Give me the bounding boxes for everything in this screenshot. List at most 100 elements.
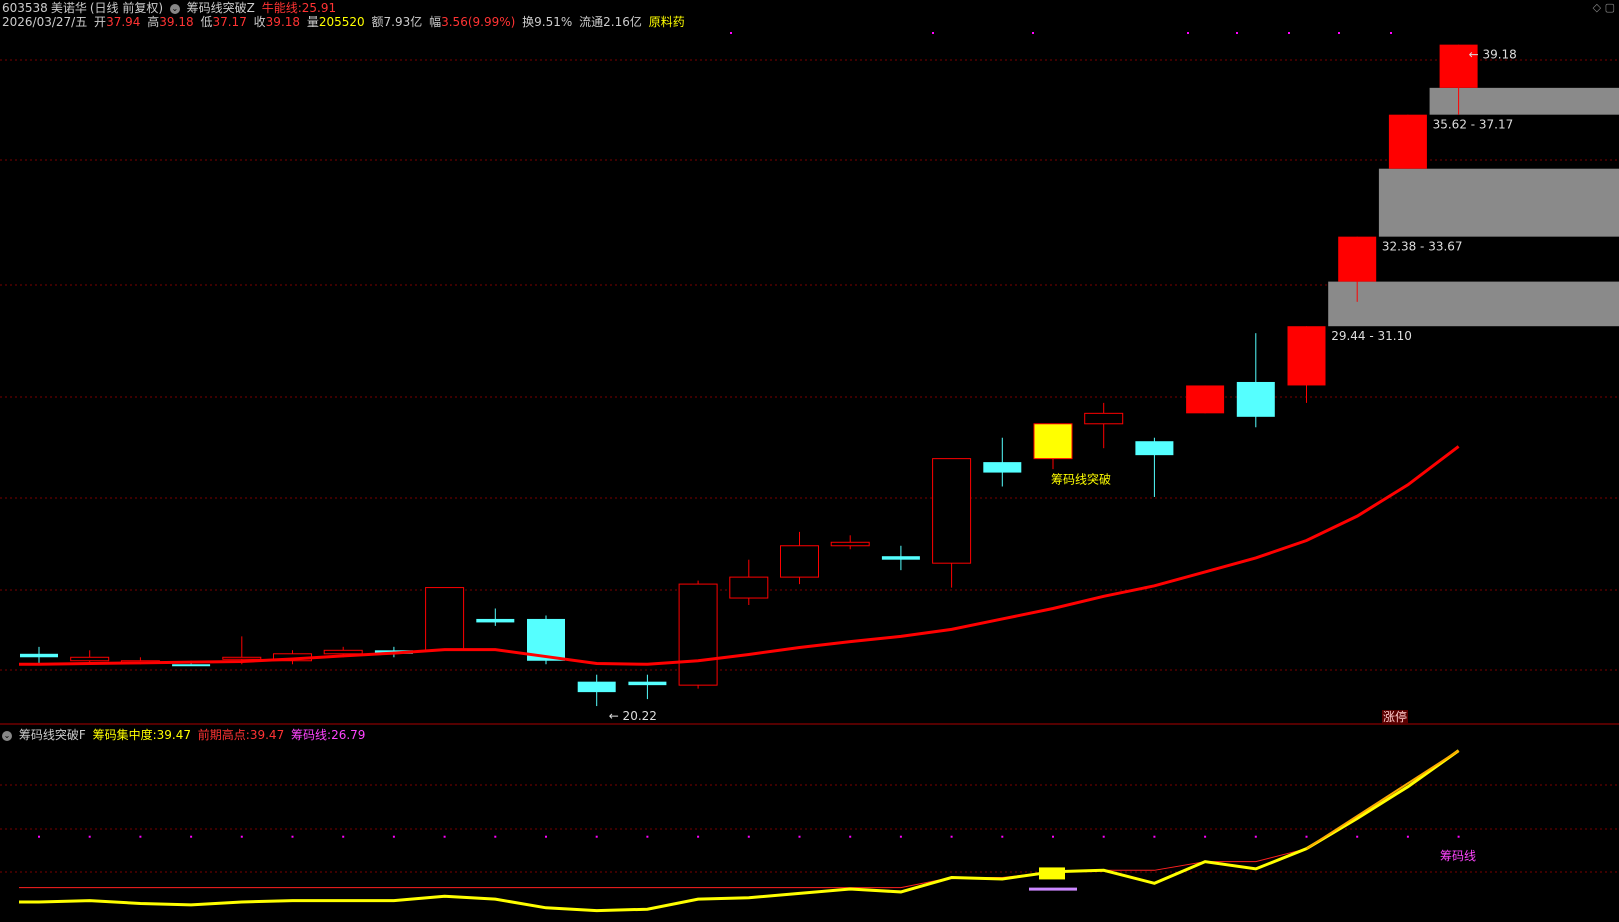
zone-label: 29.44 - 31.10 xyxy=(1331,329,1412,343)
period: (日线 前复权) xyxy=(89,1,164,15)
close-value: 39.18 xyxy=(265,15,301,29)
bull-label: 牛能线: xyxy=(261,1,302,15)
vol-value: 205520 xyxy=(318,15,365,29)
window-controls: ◇ ▢ xyxy=(1593,1,1615,14)
candle-body xyxy=(932,458,972,564)
candle-body xyxy=(476,618,515,623)
sub-dot xyxy=(88,835,91,838)
candle-body xyxy=(881,556,920,560)
signal-dot xyxy=(1338,32,1340,34)
sub-header: ⌄ 筹码线突破F 筹码集中度:39.47 前期高点:39.47 筹码线:26.7… xyxy=(2,728,368,742)
sub-dot xyxy=(190,835,193,838)
candle-body xyxy=(1439,44,1478,88)
sub-dot xyxy=(1153,835,1156,838)
candle-body xyxy=(1338,236,1377,282)
high-value: 39.18 xyxy=(159,15,194,29)
date: 2026/03/27/五 xyxy=(2,15,88,29)
sub-dot xyxy=(595,835,598,838)
candle-body xyxy=(628,681,667,686)
chevron-down-icon[interactable]: ⌄ xyxy=(169,3,180,14)
min-price-label: ← 20.22 xyxy=(609,709,657,723)
vol-label: 量 xyxy=(306,15,319,29)
grid-lines xyxy=(0,32,1619,873)
chevron-down-icon[interactable]: ⌄ xyxy=(2,730,12,741)
candle-body xyxy=(830,541,870,547)
sub-dot xyxy=(849,835,852,838)
sub-dot xyxy=(1102,835,1105,838)
chip-conc-highlight xyxy=(1305,749,1460,850)
sub-dot xyxy=(443,835,446,838)
signal-dot xyxy=(1288,32,1290,34)
chip-zones: 35.62 - 37.17 32.38 - 33.67 29.44 - 31.10 xyxy=(1328,87,1619,343)
ma-line xyxy=(19,445,1460,666)
sub-dot xyxy=(139,835,142,838)
indicator-name[interactable]: 筹码线突破Z xyxy=(186,1,255,15)
sub-dot xyxy=(1052,835,1054,838)
chip-conc-line xyxy=(19,749,1460,913)
quote-header: 2026/03/27/五 开37.94 高39.18 低37.17 收39.18… xyxy=(2,15,688,29)
sub-dot xyxy=(291,835,294,838)
sub-chart: 筹码线 xyxy=(19,749,1476,913)
candle-body xyxy=(729,576,769,599)
candle-body xyxy=(222,656,262,660)
sub-indicator-name[interactable]: 筹码线突破F xyxy=(18,728,86,742)
sub-dot xyxy=(1406,835,1409,838)
sub-dot xyxy=(1001,835,1004,838)
chg-label: 幅 xyxy=(429,15,442,29)
breakout-label: 筹码线突破 xyxy=(1051,472,1111,487)
sub-dot xyxy=(392,835,395,838)
candle-body xyxy=(577,681,616,693)
chip-zone xyxy=(1328,281,1619,327)
sub-dot xyxy=(1204,835,1207,838)
ma-polyline xyxy=(19,445,1460,666)
open-label: 开 xyxy=(94,15,107,29)
signal-dot xyxy=(1236,32,1238,34)
diamond-icon[interactable]: ◇ xyxy=(1592,1,1602,14)
limit-up-label: 涨停 xyxy=(1383,709,1407,724)
candle-body xyxy=(20,653,58,658)
zone-label: 35.62 - 37.17 xyxy=(1433,118,1514,132)
turn-label: 换 xyxy=(522,15,535,29)
low-value: 37.17 xyxy=(212,15,247,29)
high-label: 高 xyxy=(147,15,160,29)
float-value: 2.16亿 xyxy=(603,15,642,29)
sub-dot xyxy=(1457,835,1460,838)
chip-zone xyxy=(1429,87,1619,115)
sub-dot xyxy=(798,835,801,838)
candle-body xyxy=(1135,441,1174,456)
limit-up-badge xyxy=(1382,710,1408,724)
stock-name: 美诺华 xyxy=(50,1,87,15)
conc-value: 39.47 xyxy=(156,728,191,742)
sub-dot xyxy=(646,835,649,838)
candle-body xyxy=(1033,423,1073,460)
signal-dot xyxy=(1032,32,1034,34)
zone-label: 32.38 - 33.67 xyxy=(1382,240,1463,254)
sub-dot xyxy=(1356,835,1359,838)
sub-dot xyxy=(747,835,750,838)
candle-body xyxy=(425,587,465,651)
signal-dot xyxy=(1187,32,1189,34)
candle-body xyxy=(678,583,718,686)
sub-dot xyxy=(494,835,497,838)
sub-dot xyxy=(342,835,345,838)
turn-value: 9.51% xyxy=(534,15,573,29)
candle-body xyxy=(1388,114,1427,169)
conc-label: 筹码集中度: xyxy=(92,728,157,742)
sub-dot xyxy=(950,835,953,838)
signal-dot xyxy=(932,32,934,34)
sub-dot xyxy=(697,835,700,838)
sub-dot xyxy=(1305,835,1308,838)
bull-value: 25.91 xyxy=(301,1,337,15)
main-header: 603538 美诺华 (日线 前复权) ⌄ 筹码线突破Z 牛能线:25.91 xyxy=(2,1,339,15)
candles xyxy=(20,44,1478,707)
signal-base xyxy=(1029,887,1077,891)
candle-body xyxy=(983,462,1022,473)
candle-body xyxy=(1287,326,1326,386)
chip-zone xyxy=(1378,168,1619,237)
restore-icon[interactable]: ▢ xyxy=(1604,1,1615,14)
amt-label: 额 xyxy=(371,15,384,29)
candle-body xyxy=(323,649,363,655)
candle-body xyxy=(1186,385,1225,414)
